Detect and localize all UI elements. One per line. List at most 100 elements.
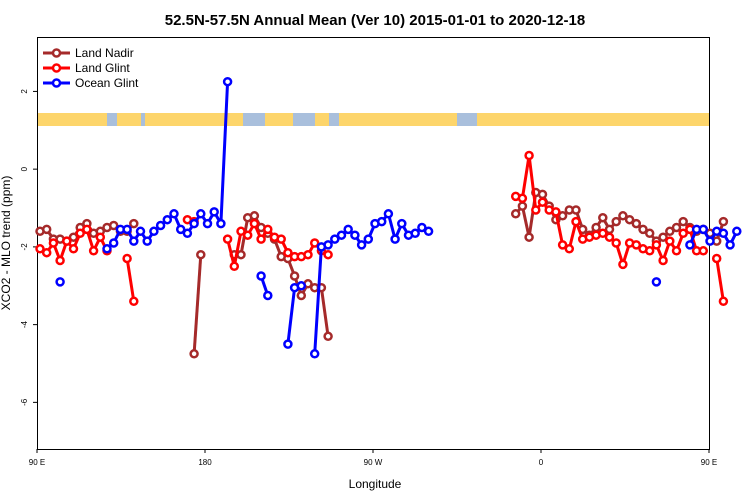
data-point [517, 193, 528, 204]
data-point [323, 331, 333, 342]
data-point [651, 277, 662, 287]
data-point [309, 238, 320, 248]
data-point [598, 228, 608, 239]
x-tick-label: 90 E [701, 458, 717, 467]
data-point [222, 76, 233, 87]
data-point [296, 281, 307, 291]
data-point [417, 222, 427, 233]
data-point [108, 220, 119, 231]
data-point [55, 255, 65, 266]
map-strip-land [477, 113, 709, 126]
data-point [376, 216, 387, 227]
data-point [336, 230, 347, 240]
data-point [48, 238, 59, 248]
y-tick-label: -2 [20, 243, 29, 251]
data-point [658, 255, 668, 266]
data-point [423, 226, 434, 237]
data-point [88, 246, 99, 256]
data-point [122, 224, 132, 235]
data-point [718, 296, 729, 307]
data-point [631, 218, 642, 229]
x-tick-label: 90 W [364, 458, 383, 467]
data-point [557, 211, 568, 221]
map-strip-land [315, 113, 329, 126]
data-point [571, 216, 581, 227]
data-point [129, 296, 139, 307]
data-point [82, 224, 92, 235]
data-point [242, 230, 253, 240]
data-point [517, 201, 528, 211]
data-point [537, 189, 548, 200]
data-point [705, 236, 715, 246]
y-tick-label: 0 [20, 166, 29, 171]
data-point [678, 216, 688, 227]
data-point [216, 218, 226, 229]
y-axis-label: XCO2 - MLO trend (ppm) [0, 176, 13, 311]
chart-title: 52.5N-57.5N Annual Mean (Ver 10) 2015-01… [165, 12, 585, 29]
data-point [283, 339, 293, 349]
data-point [196, 209, 206, 219]
data-point [718, 216, 729, 227]
data-point [142, 236, 152, 246]
map-strip-land [117, 113, 141, 126]
plot-frame [37, 37, 710, 450]
series-land-glint [35, 150, 729, 307]
data-point [196, 249, 206, 260]
series-layer [35, 76, 742, 359]
data-point [175, 224, 186, 235]
data-point [68, 244, 79, 254]
series-line [715, 258, 725, 302]
data-point [571, 205, 581, 215]
data-point [557, 240, 568, 250]
data-point [249, 211, 260, 221]
data-point [644, 228, 655, 239]
data-point [725, 240, 735, 250]
data-point [256, 234, 266, 244]
data-point [236, 249, 246, 260]
data-point [598, 212, 608, 223]
series-line [192, 254, 203, 354]
x-axis-label: Longitude [349, 477, 402, 491]
data-point [524, 150, 534, 161]
data-point [263, 290, 273, 301]
series-ocean-glint [55, 76, 742, 359]
data-point [236, 226, 246, 237]
data-point [343, 224, 353, 235]
legend-label: Land Nadir [75, 46, 134, 60]
data-point [169, 209, 179, 219]
data-point [611, 216, 621, 227]
legend-swatch-marker [51, 63, 62, 73]
legend-swatch-marker [51, 78, 62, 88]
series-land-nadir [35, 187, 729, 359]
data-point [41, 247, 52, 258]
data-point [283, 247, 293, 258]
data-point [524, 232, 534, 242]
data-point [356, 240, 367, 250]
data-point [531, 205, 541, 215]
data-point [256, 271, 266, 281]
data-point [537, 197, 548, 207]
data-point [189, 218, 199, 229]
data-point [296, 290, 307, 301]
data-point [75, 228, 85, 239]
data-point [350, 230, 360, 240]
data-point [155, 220, 166, 231]
data-point [202, 218, 213, 229]
data-point [149, 226, 159, 237]
data-point [263, 224, 273, 235]
map-strip [37, 113, 709, 126]
data-point [624, 214, 635, 225]
data-point [41, 224, 52, 235]
data-point [249, 218, 260, 229]
data-point [718, 228, 729, 239]
y-axis: 2 0 -2 -4 -6 [20, 89, 37, 406]
data-point [135, 226, 146, 237]
data-point [323, 249, 333, 260]
data-point [222, 234, 233, 244]
data-point [55, 277, 65, 287]
data-point [651, 240, 662, 250]
data-point [564, 244, 575, 254]
data-point [711, 253, 722, 264]
